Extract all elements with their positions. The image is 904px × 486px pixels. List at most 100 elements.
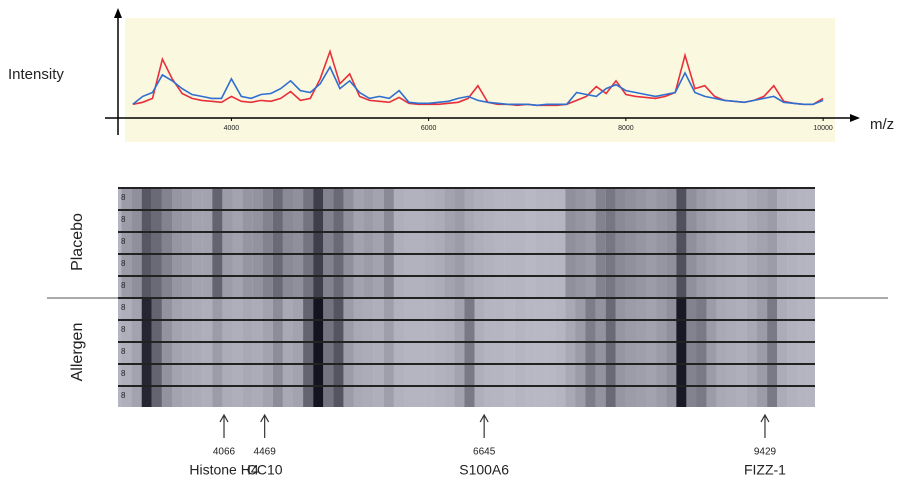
gel-band — [585, 297, 596, 319]
gel-band — [646, 319, 657, 341]
gel-band — [424, 187, 435, 209]
gel-band — [656, 231, 667, 253]
gel-band — [706, 209, 717, 231]
gel-band — [252, 385, 263, 407]
gel-band — [625, 275, 636, 297]
gel-band — [484, 253, 495, 275]
gel-band — [222, 385, 233, 407]
gel-band — [192, 363, 203, 385]
gel-band — [363, 341, 374, 363]
gel-band — [565, 319, 576, 341]
gel-band — [414, 363, 425, 385]
gel-band — [424, 341, 435, 363]
gel-band — [414, 253, 425, 275]
x-tick-label: 8000 — [618, 125, 634, 132]
gel-band — [161, 231, 172, 253]
gel-band — [464, 297, 475, 319]
gel-band — [474, 363, 485, 385]
gel-band — [202, 297, 213, 319]
gel-band — [121, 385, 132, 407]
gel-band — [434, 385, 445, 407]
gel-band — [242, 275, 253, 297]
gel-band — [656, 253, 667, 275]
gel-band — [787, 209, 798, 231]
gel-band — [313, 253, 324, 275]
gel-band — [232, 187, 243, 209]
gel-band — [262, 363, 273, 385]
gel-band — [746, 209, 757, 231]
gel-band — [242, 341, 253, 363]
gel-band — [575, 209, 586, 231]
gel-band — [746, 319, 757, 341]
gel-band — [736, 275, 747, 297]
gel-band — [272, 231, 283, 253]
gel-band — [434, 253, 445, 275]
gel-band — [706, 231, 717, 253]
gel-band — [666, 319, 677, 341]
gel-band — [514, 253, 525, 275]
gel-band — [555, 341, 566, 363]
gel-band — [262, 319, 273, 341]
gel-band — [141, 187, 152, 209]
gel-band — [726, 363, 737, 385]
gel-band — [424, 297, 435, 319]
gel-band — [605, 341, 616, 363]
gel-band — [272, 363, 283, 385]
gel-band — [414, 209, 425, 231]
gel-band — [343, 275, 354, 297]
gel-band — [313, 297, 324, 319]
gel-band — [565, 187, 576, 209]
gel-band — [676, 341, 687, 363]
gel-band — [272, 209, 283, 231]
gel-band — [636, 231, 647, 253]
spectrum-line — [132, 48, 824, 107]
gel-band — [303, 209, 314, 231]
gel-band — [424, 275, 435, 297]
gel-band — [535, 253, 546, 275]
gel-band — [666, 231, 677, 253]
gel-band — [605, 275, 616, 297]
gel-band — [686, 275, 697, 297]
gel-band — [383, 187, 394, 209]
gel-band — [333, 341, 344, 363]
gel-band — [636, 253, 647, 275]
gel-band — [242, 385, 253, 407]
gel-band — [807, 231, 815, 253]
gel-band — [565, 209, 576, 231]
gel-band — [575, 319, 586, 341]
gel-band — [494, 341, 505, 363]
gel-band — [363, 363, 374, 385]
gel-band — [545, 319, 556, 341]
gel-band — [615, 275, 626, 297]
gel-band — [555, 231, 566, 253]
gel-band — [636, 385, 647, 407]
gel-band — [494, 187, 505, 209]
gel-band — [414, 341, 425, 363]
gel-band — [525, 319, 536, 341]
gel-band — [141, 319, 152, 341]
gel-band — [646, 253, 657, 275]
gel-band — [118, 363, 122, 385]
gel-band — [696, 319, 707, 341]
gel-band — [514, 187, 525, 209]
gel-band — [212, 253, 223, 275]
gel-band — [202, 209, 213, 231]
gel-band — [172, 231, 183, 253]
gel-band — [222, 275, 233, 297]
gel-band — [615, 341, 626, 363]
gel-band — [676, 187, 687, 209]
gel-band — [777, 275, 788, 297]
gel-band — [726, 253, 737, 275]
gel-band — [767, 275, 778, 297]
gel-band — [757, 209, 768, 231]
gel-band — [262, 341, 273, 363]
gel-band — [565, 363, 576, 385]
gel-band — [535, 187, 546, 209]
gel-band — [353, 385, 364, 407]
gel-band — [636, 275, 647, 297]
gel-band — [161, 209, 172, 231]
gel-band — [373, 385, 384, 407]
gel-band — [373, 275, 384, 297]
gel-band — [545, 297, 556, 319]
gel-band — [525, 187, 536, 209]
